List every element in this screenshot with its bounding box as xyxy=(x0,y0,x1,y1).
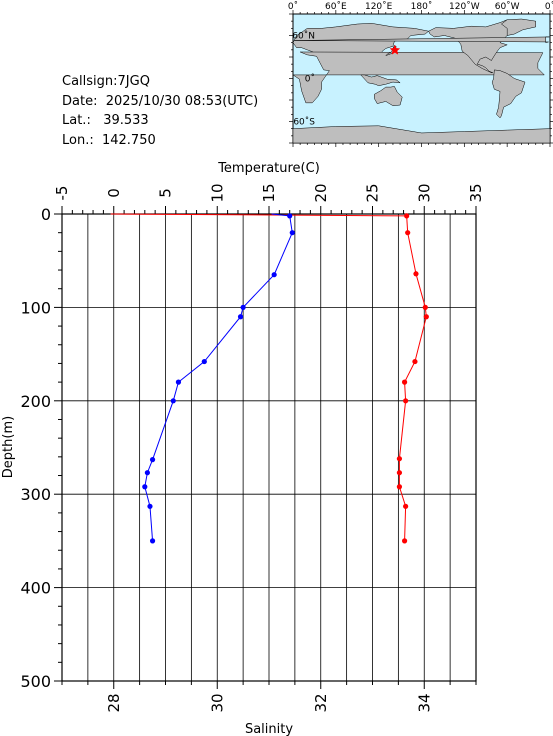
temperature-tick-label: 0 xyxy=(105,188,123,198)
salinity-point xyxy=(144,470,150,476)
map-landmass xyxy=(294,36,550,43)
salinity-point xyxy=(170,398,176,404)
temperature-point xyxy=(403,503,409,509)
map-lon-label: 60˚E xyxy=(325,1,347,12)
map-lon-label: 120˚E xyxy=(365,1,393,12)
salinity-tick-label: 30 xyxy=(208,693,226,712)
temperature-point xyxy=(403,398,409,404)
depth-tick-label: 100 xyxy=(20,298,51,317)
salinity-point xyxy=(271,272,277,278)
temperature-point xyxy=(401,538,408,544)
temperature-axis-title: Temperature(C) xyxy=(217,161,320,176)
salinity-point xyxy=(175,379,182,385)
map-landmass xyxy=(491,69,526,119)
temperature-tick-label: -5 xyxy=(53,186,71,201)
map-labels: 0˚ 60˚E 120˚E 180˚ 120˚W 60˚W 0˚ 60˚N 0˚ 60˚S xyxy=(288,1,553,128)
chart-grid xyxy=(61,213,477,682)
temperature-point xyxy=(396,470,403,476)
station-info: Callsign:7JGQ Date: 2025/10/30 08:53(UTC… xyxy=(62,72,258,150)
salinity-point xyxy=(149,538,156,544)
depth-tick-label: 0 xyxy=(41,205,51,224)
station-marker xyxy=(389,44,401,55)
salinity-point xyxy=(240,304,246,310)
temperature-point xyxy=(413,271,419,277)
map-landmass xyxy=(501,18,536,36)
temperature-surface-spike xyxy=(110,213,407,217)
map-lat-label: 60˚N xyxy=(292,31,315,42)
map-lat-label: 60˚S xyxy=(293,117,315,128)
callsign-text: Callsign:7JGQ xyxy=(62,74,150,89)
salinity-point xyxy=(142,484,148,490)
map-lon-label: 0˚ xyxy=(288,1,298,12)
depth-tick-label: 400 xyxy=(20,579,51,598)
map-land xyxy=(292,18,551,144)
map-frame xyxy=(289,10,553,147)
map-lon-label: 60˚W xyxy=(495,1,520,12)
map-landmass xyxy=(374,86,403,106)
temperature-point xyxy=(396,456,403,462)
map-lon-label: 0˚ xyxy=(545,1,553,12)
temperature-point xyxy=(396,484,403,490)
salinity-point xyxy=(287,213,293,219)
salinity-tick-label: 28 xyxy=(105,693,123,712)
latitude-text: Lat.: 39.533 xyxy=(62,113,149,128)
depth-axis-title: Depth(m) xyxy=(1,416,16,478)
temperature-profile-line xyxy=(398,215,427,541)
salinity-profile-line xyxy=(144,215,293,541)
temperature-point xyxy=(405,230,411,236)
world-map: 0˚ 60˚E 120˚E 180˚ 120˚W 60˚W 0˚ 60˚N 0˚ 60˚S xyxy=(288,1,553,147)
salinity-point xyxy=(147,503,153,509)
map-lat-label: 0˚ xyxy=(305,74,315,85)
temperature-tick-label: 20 xyxy=(312,183,330,202)
map-lon-label: 180˚ xyxy=(411,1,433,12)
temperature-point xyxy=(404,213,410,219)
salinity-point xyxy=(289,230,295,236)
temperature-tick-label: 10 xyxy=(208,183,226,202)
map-landmass xyxy=(360,74,401,86)
salinity-tick-label: 34 xyxy=(415,693,433,712)
depth-tick-label: 300 xyxy=(20,485,51,504)
temperature-tick-label: 35 xyxy=(467,183,485,202)
temperature-tick-label: 30 xyxy=(415,183,433,202)
temperature-tick-label: 5 xyxy=(157,188,175,198)
salinity-point xyxy=(149,457,156,463)
map-landmass xyxy=(292,51,545,104)
salinity-point xyxy=(201,358,207,365)
longitude-text: Lon.: 142.750 xyxy=(62,132,156,148)
date-text: Date: 2025/10/30 08:53(UTC) xyxy=(62,93,259,109)
map-landmass xyxy=(428,19,522,74)
chart-series xyxy=(110,213,429,544)
temperature-point xyxy=(412,358,418,365)
depth-tick-label: 500 xyxy=(20,672,51,691)
salinity-axis-title: Salinity xyxy=(245,722,293,736)
temperature-point xyxy=(401,379,408,385)
temperature-point xyxy=(422,304,428,310)
temperature-point xyxy=(423,314,429,320)
station-star-icon xyxy=(389,44,401,55)
temperature-tick-label: 15 xyxy=(260,183,278,202)
salinity-point xyxy=(237,314,244,320)
temperature-tick-label: 25 xyxy=(364,183,382,202)
map-lon-label: 120˚W xyxy=(449,1,480,12)
salinity-surface-spike xyxy=(271,213,290,217)
salinity-tick-label: 32 xyxy=(312,693,330,712)
depth-tick-label: 200 xyxy=(20,392,51,411)
